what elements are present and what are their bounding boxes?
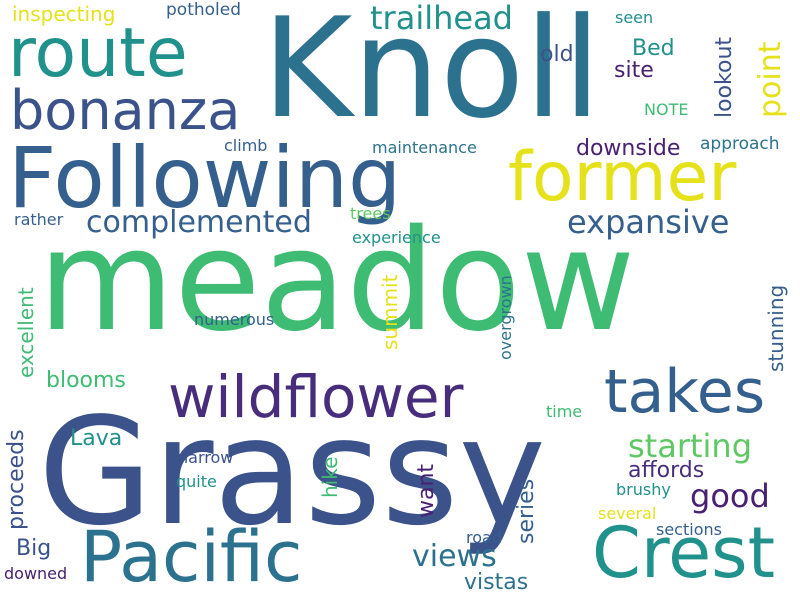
word-knoll: Knoll (262, 0, 602, 149)
word-good: good (690, 477, 770, 515)
word-sections: sections (656, 520, 722, 539)
word-stunning: stunning (764, 284, 788, 372)
word-want: want (414, 463, 439, 518)
word-grassy: Grassy (38, 386, 547, 558)
word-affords: affords (628, 458, 705, 483)
word-climb: climb (224, 136, 268, 155)
word-narrow: narrow (178, 448, 234, 467)
word-downed: downed (4, 564, 68, 583)
word-rather: rather (14, 210, 64, 229)
word-proceeds: proceeds (4, 429, 29, 530)
word-lava: Lava (70, 426, 123, 451)
word-takes: takes (604, 357, 766, 427)
word-former: former (508, 138, 737, 217)
word-meadow: meadow (38, 200, 636, 363)
word-road: road (466, 528, 502, 547)
word-trees: trees (350, 204, 391, 223)
word-seen: seen (615, 8, 654, 27)
word-potholed: potholed (166, 0, 242, 20)
word-series: series (514, 478, 539, 544)
word-inspecting: inspecting (12, 2, 116, 26)
word-crest: Crest (592, 512, 776, 594)
word-lookout: lookout (712, 36, 737, 118)
word-trailhead: trailhead (370, 0, 513, 37)
word-maintenance: maintenance (372, 138, 477, 157)
word-quite: quite (176, 472, 217, 491)
word-wildflower: wildflower (168, 363, 464, 431)
word-expansive: expansive (567, 203, 730, 241)
word-following: Following (8, 129, 402, 227)
word-big: Big (16, 536, 52, 561)
word-approach: approach (700, 134, 780, 154)
word-numerous: numerous (194, 310, 275, 329)
word-experience: experience (352, 228, 441, 247)
word-pacific: Pacific (80, 516, 303, 598)
word-time: time (546, 402, 583, 421)
word-blooms: blooms (46, 368, 126, 393)
word-bonanza: bonanza (10, 79, 241, 142)
word-starting: starting (628, 427, 753, 465)
word-site: site (614, 58, 654, 83)
word-downside: downside (576, 136, 681, 161)
word-complemented: complemented (86, 205, 312, 240)
word-excellent: excellent (14, 287, 38, 378)
word-hike: hike (318, 456, 342, 498)
word-brushy: brushy (616, 480, 671, 499)
word-views: views (412, 539, 497, 574)
word-overgrown: overgrown (496, 275, 515, 360)
word-summit: summit (378, 274, 402, 350)
word-vistas: vistas (464, 570, 529, 595)
word-route: route (8, 14, 188, 93)
word-old: old (540, 42, 574, 67)
word-point: point (753, 41, 788, 118)
word-note: NOTE (644, 100, 689, 119)
word-bed: Bed (632, 36, 675, 61)
word-several: several (598, 504, 657, 523)
